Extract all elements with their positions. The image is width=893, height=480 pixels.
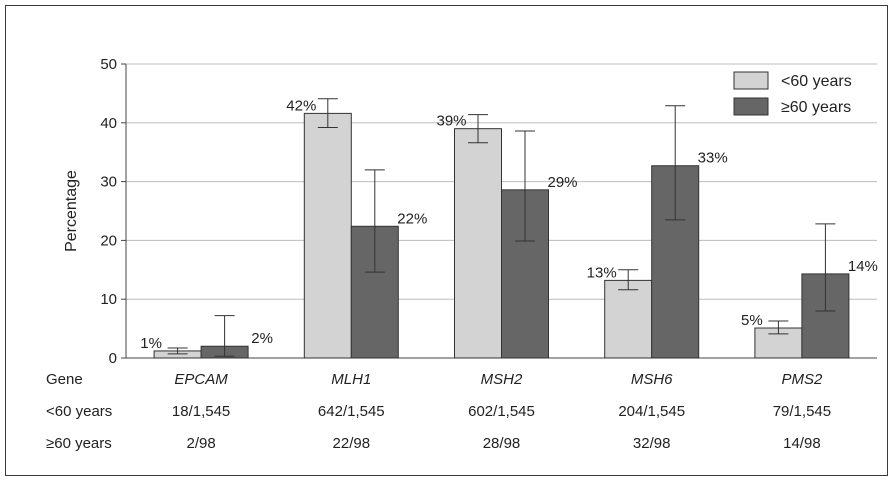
count-under-60: 204/1,545: [618, 403, 685, 420]
bar-under-60: [604, 279, 653, 359]
count-over-60: 2/98: [186, 435, 215, 452]
legend-label: <60 years: [781, 73, 852, 90]
data-label: 2%: [251, 330, 273, 347]
count-over-60: 22/98: [333, 435, 371, 452]
y-tick-label: 30: [100, 174, 117, 191]
count-under-60: 602/1,545: [468, 403, 535, 420]
legend-label: ≥60 years: [781, 99, 851, 116]
table-row-header: ≥60 years: [46, 435, 112, 452]
x-tick-label: EPCAM: [174, 371, 228, 388]
x-tick-label: MLH1: [331, 371, 371, 388]
table-row-header: Gene: [46, 371, 83, 388]
x-tick-label: PMS2: [781, 371, 823, 388]
bar-under-60: [454, 128, 502, 359]
data-label: 14%: [848, 258, 878, 275]
count-over-60: 14/98: [783, 435, 821, 452]
data-label: 13%: [587, 264, 617, 281]
count-under-60: 642/1,545: [318, 403, 385, 420]
y-tick-label: 20: [100, 232, 117, 249]
data-label: 5%: [741, 312, 763, 329]
legend-swatch: [733, 97, 769, 116]
data-label: 33%: [698, 150, 728, 167]
table-row-header: <60 years: [46, 403, 112, 420]
data-label: 29%: [547, 174, 577, 191]
x-tick-label: MSH2: [481, 371, 523, 388]
count-under-60: 18/1,545: [172, 403, 230, 420]
x-tick-label: MSH6: [631, 371, 673, 388]
count-under-60: 79/1,545: [773, 403, 831, 420]
data-label: 39%: [436, 113, 466, 130]
y-tick-label: 50: [100, 56, 117, 73]
data-label: 42%: [286, 97, 316, 114]
y-axis-label: Percentage: [63, 170, 80, 252]
legend-swatch: [733, 71, 769, 90]
data-label: 22%: [397, 210, 427, 227]
count-over-60: 28/98: [483, 435, 521, 452]
y-tick-label: 10: [100, 291, 117, 308]
bar-under-60: [303, 112, 352, 359]
data-label: 1%: [140, 335, 162, 352]
y-tick-label: 0: [109, 350, 117, 367]
y-tick-label: 40: [100, 115, 117, 132]
count-over-60: 32/98: [633, 435, 671, 452]
